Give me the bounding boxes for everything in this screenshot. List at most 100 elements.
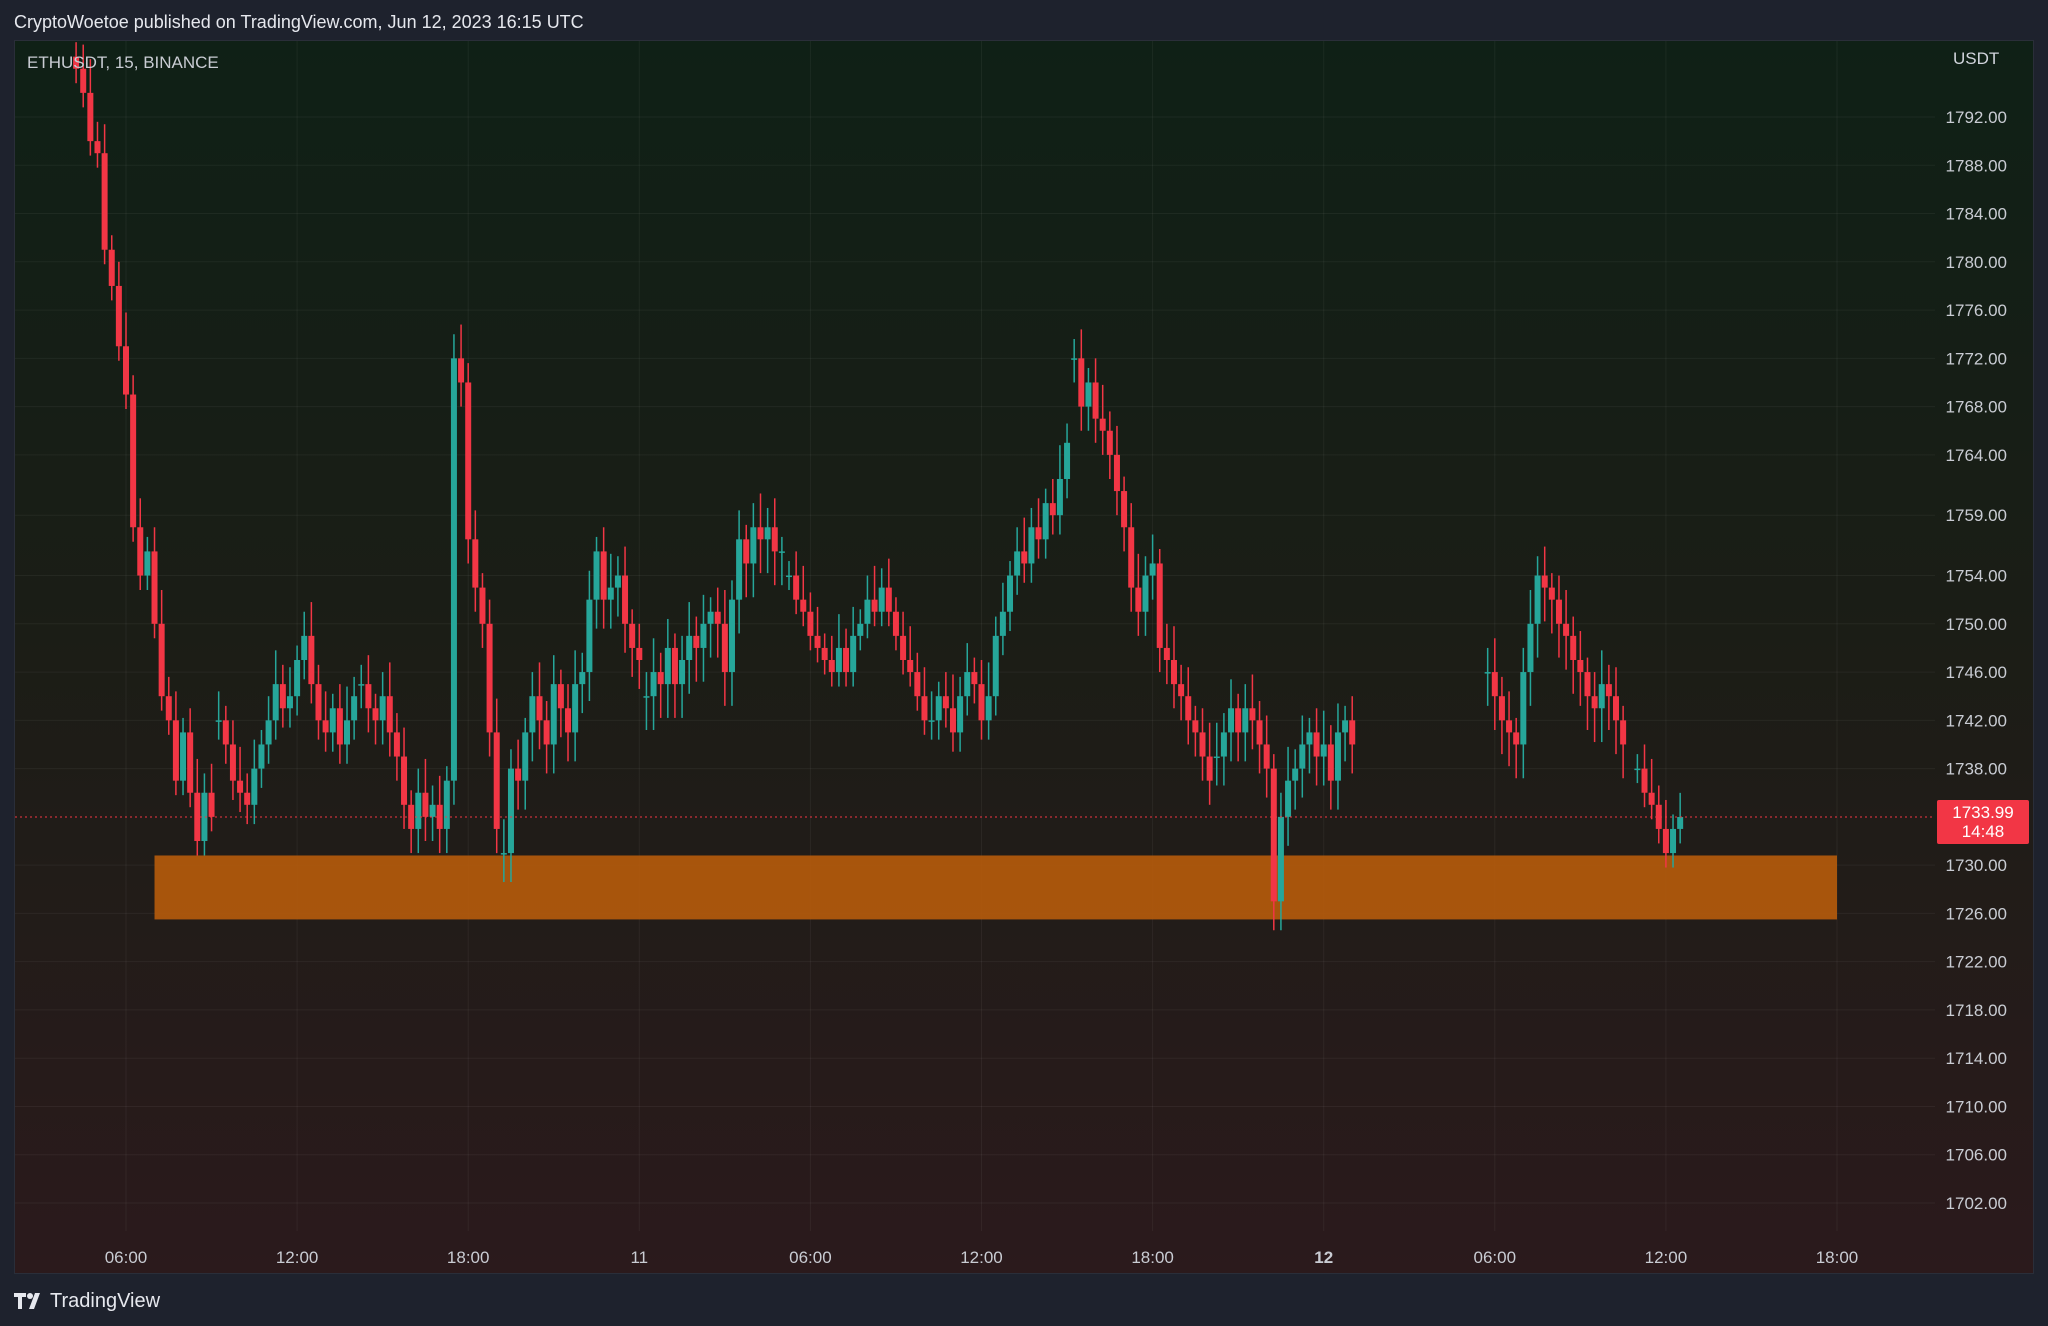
- candle-body: [1620, 720, 1627, 745]
- candle-body: [1128, 527, 1135, 588]
- candle-body: [493, 732, 500, 829]
- support-zone: [154, 855, 1838, 920]
- candle-body: [814, 635, 821, 648]
- symbol-label: ETHUSDT, 15, BINANCE: [27, 53, 219, 72]
- candle-body: [229, 744, 236, 781]
- candle-body: [1263, 744, 1270, 769]
- candle-body: [279, 684, 286, 709]
- candle-body: [1327, 744, 1334, 781]
- publisher-line: CryptoWoetoe published on TradingView.co…: [14, 12, 584, 32]
- candle-body: [351, 696, 358, 721]
- candle-body: [1085, 382, 1092, 407]
- candle-body: [565, 708, 572, 733]
- y-tick-label: 1764.00: [1946, 446, 2007, 465]
- candle-body: [1056, 479, 1063, 516]
- candle-body: [1014, 551, 1021, 576]
- candle-body: [935, 696, 942, 721]
- candle-body: [1178, 684, 1185, 697]
- candle-body: [1235, 708, 1242, 733]
- candle-body: [258, 744, 265, 769]
- candle-body: [80, 68, 87, 93]
- candle-body: [137, 527, 144, 576]
- candle-body: [294, 660, 301, 697]
- candle-body: [94, 141, 101, 154]
- candle-body: [800, 599, 807, 612]
- y-tick-label: 1780.00: [1946, 253, 2007, 272]
- candle-body: [479, 587, 486, 624]
- candle-body: [871, 599, 878, 612]
- candle-body: [87, 92, 94, 142]
- candle-body: [1548, 587, 1555, 600]
- candle-body: [123, 346, 129, 395]
- candle-body: [436, 804, 443, 829]
- candle-body: [1007, 575, 1014, 612]
- candle-body: [401, 756, 408, 805]
- candle-body: [743, 539, 750, 564]
- y-tick-label: 1718.00: [1946, 1001, 2007, 1020]
- candle-body: [215, 720, 222, 722]
- y-tick-label: 1768.00: [1946, 398, 2007, 417]
- candle-body: [764, 527, 771, 540]
- candle-body: [1534, 575, 1541, 624]
- candle-body: [251, 768, 258, 805]
- candle-body: [1156, 563, 1163, 648]
- candle-body: [1342, 720, 1349, 733]
- candle-body: [714, 611, 721, 624]
- candle-body: [650, 672, 657, 697]
- y-tick-label: 1784.00: [1946, 205, 2007, 224]
- candle-body: [1106, 430, 1113, 455]
- candle-body: [835, 647, 842, 673]
- candle-body: [73, 56, 80, 69]
- tradingview-logo-icon: [14, 1293, 40, 1309]
- y-tick-label: 1738.00: [1946, 760, 2007, 779]
- candle-body: [443, 780, 450, 829]
- candle-body: [1121, 491, 1128, 528]
- x-tick-label: 18:00: [1816, 1248, 1859, 1267]
- candle-body: [921, 696, 928, 721]
- candle-body: [1484, 672, 1491, 674]
- candle-body: [1042, 503, 1049, 540]
- candle-body: [1099, 418, 1106, 431]
- candle-body: [1021, 551, 1028, 564]
- candle-body: [593, 551, 600, 600]
- candle-body: [857, 623, 864, 636]
- candle-body: [978, 684, 985, 721]
- candle-body: [1199, 732, 1206, 757]
- candle-body: [964, 672, 971, 697]
- candle-body: [1334, 732, 1341, 781]
- candle-body: [928, 720, 935, 722]
- candle-body: [1071, 358, 1078, 360]
- tradingview-logo[interactable]: TradingView: [14, 1290, 160, 1312]
- candle-body: [793, 575, 800, 600]
- candle-body: [957, 696, 964, 733]
- chart-area[interactable]: 1792.00 1788.00 1784.00 1780.00 1776.00 1772.…: [14, 40, 2034, 1274]
- y-tick-label: 1706.00: [1946, 1146, 2007, 1165]
- candle-body: [700, 623, 707, 648]
- candle-body: [465, 382, 472, 540]
- x-tick-label: 06:00: [1474, 1248, 1517, 1267]
- candle-body: [344, 720, 351, 745]
- candle-body: [1206, 756, 1213, 781]
- y-tick-label: 1722.00: [1946, 953, 2007, 972]
- candle-body: [736, 539, 743, 600]
- candle-body: [472, 539, 479, 588]
- candle-body: [1670, 828, 1677, 854]
- price-chart[interactable]: 1792.00 1788.00 1784.00 1780.00 1776.00 1772.…: [15, 41, 2033, 1273]
- bar-countdown: 14:48: [1961, 822, 2005, 841]
- candle-body: [843, 647, 850, 673]
- candle-body: [151, 551, 158, 624]
- candle-body: [1555, 599, 1562, 624]
- candle-body: [1213, 756, 1220, 759]
- candle-body: [750, 527, 757, 564]
- candle-body: [821, 647, 828, 660]
- candle-body: [322, 720, 329, 733]
- candle-body: [657, 672, 664, 685]
- y-tick-label: 1772.00: [1946, 349, 2007, 368]
- candle-body: [892, 611, 899, 636]
- x-tick-label: 12:00: [276, 1248, 319, 1267]
- candle-body: [807, 611, 814, 636]
- x-tick-label: 18:00: [1131, 1248, 1174, 1267]
- candle-body: [1285, 780, 1292, 817]
- y-tick-label: 1792.00: [1946, 108, 2007, 127]
- candle-body: [1028, 527, 1035, 564]
